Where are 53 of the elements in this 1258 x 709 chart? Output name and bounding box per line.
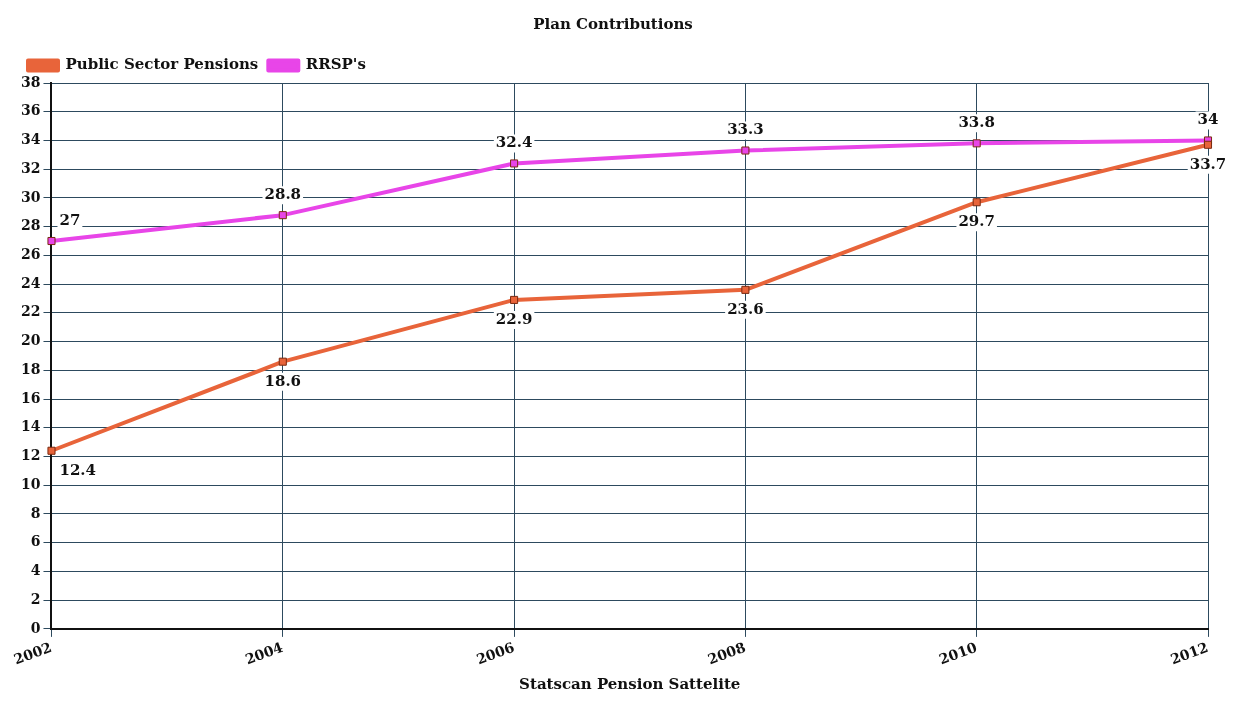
x-axis-title: Statscan Pension Sattelite xyxy=(519,674,741,693)
point xyxy=(510,295,519,304)
data-label: 27 xyxy=(59,210,81,229)
x-tick-label: 2010 xyxy=(936,638,980,668)
x-tick-label: 2012 xyxy=(1168,638,1211,668)
y-tick-label: 28 xyxy=(21,217,41,234)
data-label: 23.6 xyxy=(727,299,764,318)
y-tick-label: 32 xyxy=(21,159,41,176)
point xyxy=(278,357,287,366)
data-label: 12.4 xyxy=(59,460,97,479)
data-label: 33.8 xyxy=(958,113,995,132)
point xyxy=(972,198,981,207)
y-tick-label: 34 xyxy=(21,131,41,148)
point xyxy=(741,146,750,155)
point xyxy=(278,211,287,220)
legend-label: Public Sector Pensions xyxy=(65,55,259,74)
y-tick-label: 24 xyxy=(21,274,41,291)
y-tick-label: 20 xyxy=(21,332,41,349)
y-tick-label: 4 xyxy=(30,562,41,579)
y-tick-label: 8 xyxy=(30,504,41,521)
data-label: 28.8 xyxy=(264,185,302,204)
data-label: 32.4 xyxy=(495,133,533,152)
point xyxy=(510,159,519,168)
y-tick-label: 12 xyxy=(21,447,41,464)
chart-title: Plan Contributions xyxy=(533,14,693,33)
y-tick-label: 26 xyxy=(21,246,41,263)
y-tick-label: 30 xyxy=(21,188,41,205)
point xyxy=(972,139,981,148)
data-label: 34 xyxy=(1197,110,1219,129)
x-tick-label: 2006 xyxy=(474,638,517,668)
y-tick-label: 36 xyxy=(21,102,41,119)
y-tick-label: 38 xyxy=(21,73,41,90)
x-tick-label: 2008 xyxy=(705,638,748,668)
data-label: 18.6 xyxy=(264,371,302,390)
y-tick-label: 14 xyxy=(21,418,41,435)
y-tick-label: 16 xyxy=(21,389,41,406)
x-tick-label: 2004 xyxy=(242,638,286,668)
y-tick-label: 6 xyxy=(30,533,41,550)
point xyxy=(1203,140,1213,149)
x-tick-label: 2002 xyxy=(11,638,54,668)
data-label: 33.3 xyxy=(727,120,764,139)
data-label: 33.7 xyxy=(1189,154,1227,173)
y-tick-label: 22 xyxy=(21,303,41,320)
data-label: 29.7 xyxy=(958,212,995,231)
point xyxy=(47,236,56,246)
y-tick-label: 18 xyxy=(21,360,41,377)
y-tick-label: 10 xyxy=(21,475,41,492)
data-label: 22.9 xyxy=(495,309,533,328)
y-tick-label: 0 xyxy=(30,619,41,636)
point xyxy=(47,446,56,455)
point xyxy=(741,285,750,294)
legend-label: RRSP's xyxy=(305,55,366,74)
y-tick-label: 2 xyxy=(30,590,41,607)
